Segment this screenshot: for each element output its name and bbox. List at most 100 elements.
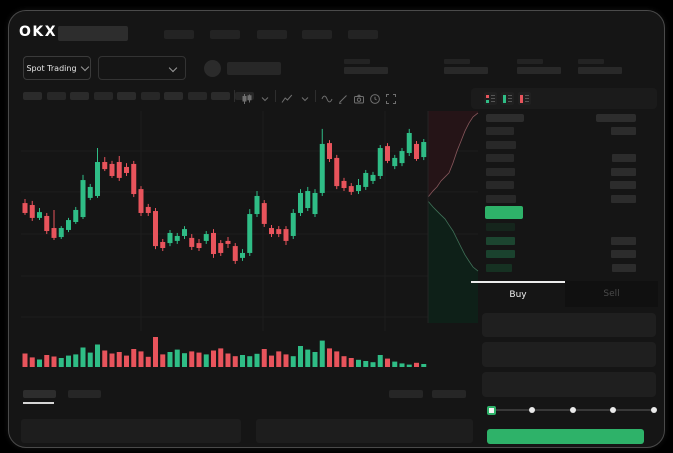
slider-stop-dot[interactable] <box>651 407 657 413</box>
nav-item-placeholder[interactable] <box>348 30 378 39</box>
tab-sell[interactable]: Sell <box>565 281 658 307</box>
interval-placeholder[interactable] <box>93 92 113 100</box>
bid-price-placeholder[interactable] <box>486 263 512 272</box>
candle-body <box>87 186 93 198</box>
ask-amount-placeholder[interactable] <box>611 167 636 176</box>
ask-price-placeholder[interactable] <box>486 181 514 190</box>
nav-item-placeholder[interactable] <box>210 30 240 39</box>
candle-body <box>269 228 274 235</box>
bottom-tab-active-placeholder[interactable] <box>23 390 56 398</box>
candle-body <box>421 142 427 158</box>
market-type-label: Spot Trading <box>26 63 77 73</box>
candle-body <box>283 229 289 241</box>
interval-placeholder[interactable] <box>46 92 66 100</box>
tab-buy[interactable]: Buy <box>471 281 565 309</box>
book-header-price-placeholder <box>486 114 524 122</box>
bid-price-placeholder[interactable] <box>486 236 515 245</box>
order-history-panel-placeholder <box>256 419 473 443</box>
line <box>508 98 512 99</box>
bottom-tab-placeholder[interactable] <box>68 390 101 398</box>
ask-amount-placeholder[interactable] <box>611 127 636 135</box>
volume-bar <box>377 355 383 367</box>
amount-slider[interactable] <box>482 401 662 419</box>
candle-body <box>22 203 28 213</box>
ask-amount-placeholder[interactable] <box>611 195 636 203</box>
candle-body <box>73 209 79 222</box>
slider-stop-dot[interactable] <box>569 407 576 413</box>
candle-body <box>51 228 57 238</box>
volume-bar <box>385 358 390 367</box>
bid-amount-placeholder[interactable] <box>612 263 636 272</box>
ask-price-placeholder[interactable] <box>486 127 514 135</box>
candle-body <box>377 148 383 176</box>
candlestick-chart[interactable] <box>21 111 479 333</box>
interval-placeholder[interactable] <box>211 92 230 100</box>
candle-body <box>341 180 347 189</box>
interval-placeholder[interactable] <box>117 92 136 100</box>
price-field[interactable] <box>482 313 656 337</box>
ask-price-placeholder[interactable] <box>486 167 515 176</box>
chevron-down-icon[interactable] <box>259 90 271 102</box>
slider-handle[interactable] <box>486 405 496 415</box>
candle-body <box>399 151 405 164</box>
candle-body <box>327 143 332 159</box>
candle-body <box>124 166 129 173</box>
okx-logo[interactable]: OKX <box>19 24 58 40</box>
candle-body <box>298 192 303 213</box>
search-placeholder[interactable] <box>58 26 128 41</box>
slider-stop-dot[interactable] <box>528 407 535 413</box>
interval-placeholder[interactable] <box>164 92 183 100</box>
ask-price-placeholder[interactable] <box>486 195 516 203</box>
volume-bar <box>102 350 108 367</box>
pair-dropdown[interactable] <box>98 56 186 80</box>
ask-amount-placeholder[interactable] <box>610 181 636 190</box>
volume-bar <box>138 351 144 367</box>
volume-bar <box>145 356 151 367</box>
volume-bar <box>290 356 296 367</box>
fullscreen-icon[interactable] <box>385 90 397 104</box>
line <box>525 95 529 96</box>
interval-placeholder[interactable] <box>23 92 42 100</box>
draw-tool-icon[interactable] <box>337 90 349 104</box>
bids-rows <box>9 11 664 447</box>
candle-body <box>37 212 42 218</box>
camera-icon[interactable] <box>353 90 365 104</box>
volume-bar <box>283 354 289 367</box>
candle-body <box>414 143 419 159</box>
interval-placeholder[interactable] <box>140 92 160 100</box>
bid-amount-placeholder[interactable] <box>611 236 636 245</box>
volume-bar <box>370 362 376 367</box>
last-price-bar[interactable] <box>485 206 523 219</box>
bid-price-placeholder[interactable] <box>486 223 515 231</box>
nav-item-placeholder[interactable] <box>164 30 194 39</box>
bottom-action-placeholder[interactable] <box>432 390 466 398</box>
volume-bar <box>341 356 347 367</box>
interval-placeholder[interactable] <box>187 92 207 100</box>
nav-item-placeholder[interactable] <box>302 30 332 39</box>
total-field[interactable] <box>482 372 656 397</box>
candle-style-icon[interactable] <box>241 90 253 104</box>
bid-amount-placeholder[interactable] <box>611 250 636 259</box>
market-type-dropdown[interactable]: Spot Trading <box>23 56 91 80</box>
ask-price-placeholder[interactable] <box>486 140 516 149</box>
volume-bar <box>203 354 209 367</box>
bids-book-icon[interactable] <box>501 92 514 105</box>
bottom-action-placeholder[interactable] <box>389 390 423 398</box>
indicators-icon[interactable] <box>281 90 293 103</box>
line <box>508 95 512 96</box>
combined-book-icon[interactable] <box>484 92 497 105</box>
asks-book-icon[interactable] <box>518 92 531 105</box>
submit-order-button[interactable] <box>487 429 644 444</box>
interval-placeholder[interactable] <box>70 92 89 100</box>
bid-price-placeholder[interactable] <box>486 250 515 259</box>
ask-amount-placeholder[interactable] <box>612 154 636 163</box>
line-tool-icon[interactable] <box>321 90 333 103</box>
nav-item-placeholder[interactable] <box>257 30 287 39</box>
slider-stop-dot[interactable] <box>610 407 617 413</box>
volume-bar <box>348 358 354 367</box>
clock-icon[interactable] <box>369 90 381 104</box>
amount-field[interactable] <box>482 342 656 367</box>
stat-label-placeholder <box>578 59 604 64</box>
chevron-down-icon[interactable] <box>299 90 311 102</box>
ask-price-placeholder[interactable] <box>486 154 514 163</box>
